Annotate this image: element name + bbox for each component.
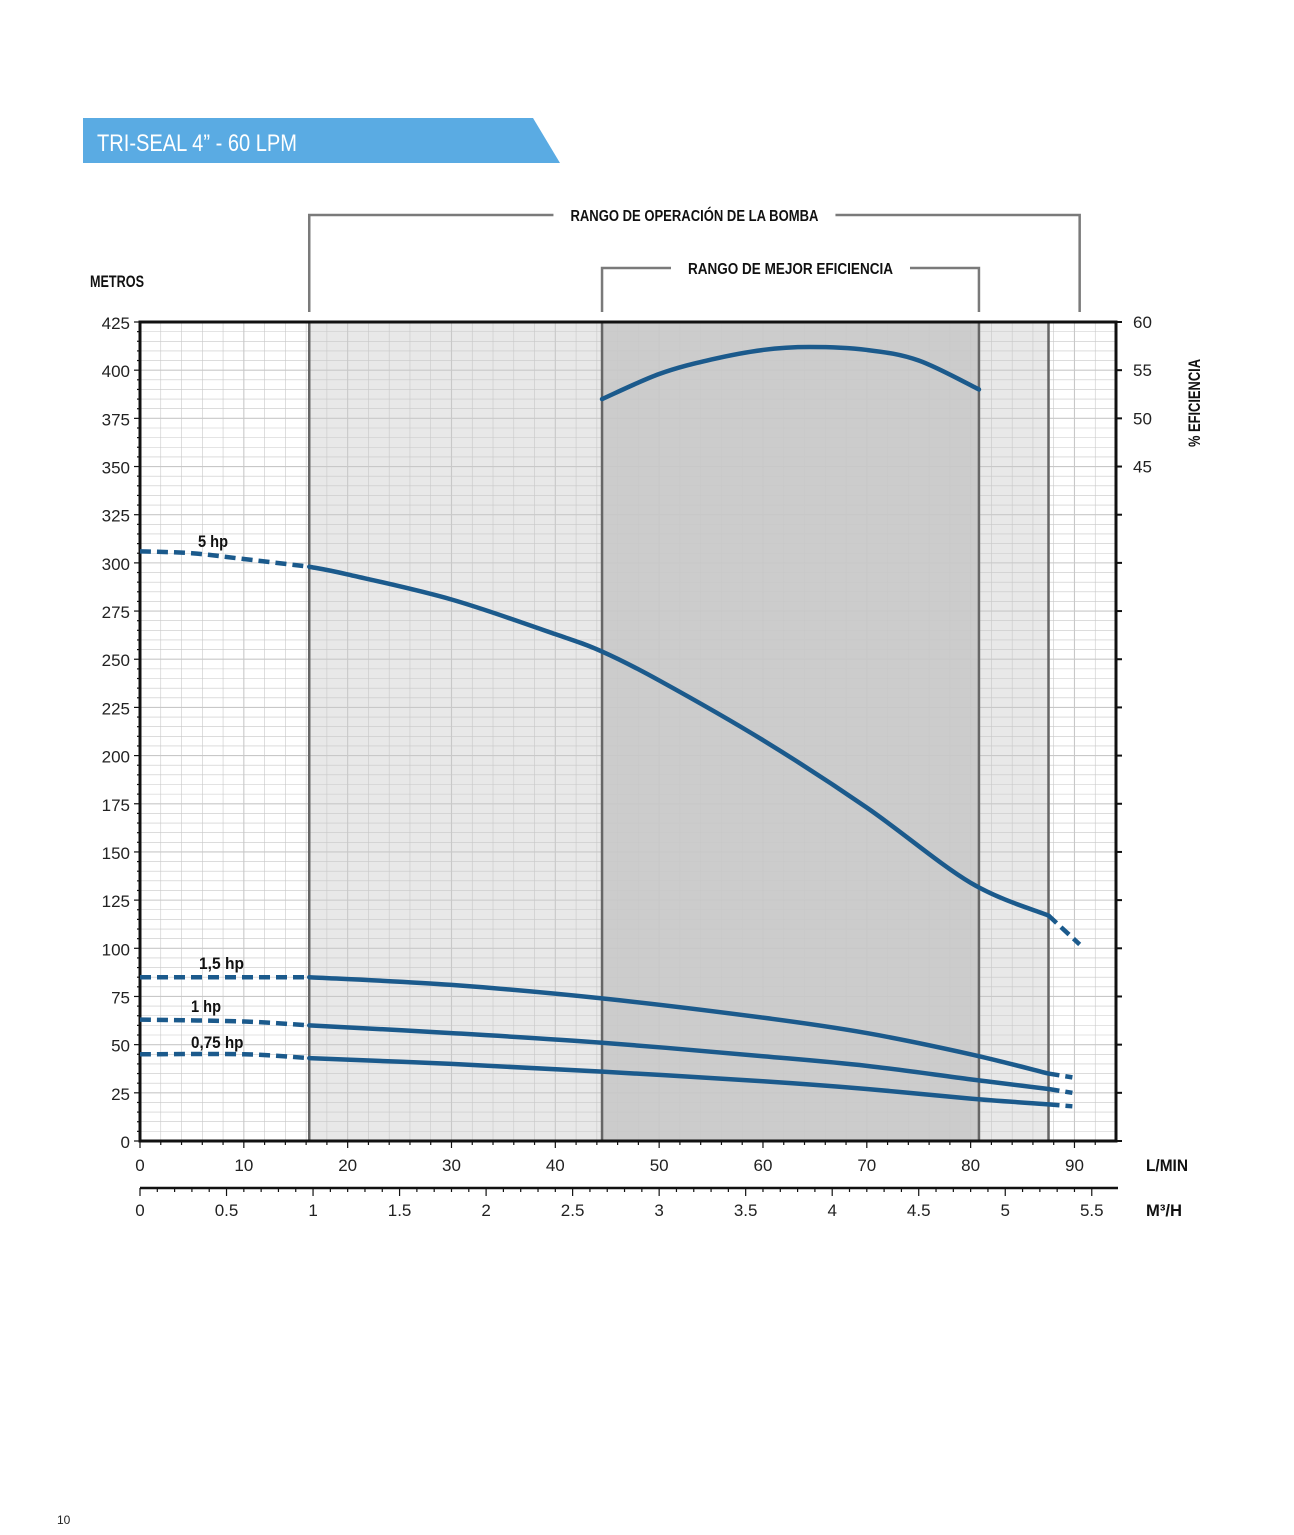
series-1-5-hp-label: 1,5 hp [199, 954, 244, 973]
operation-range-bracket-left [307, 213, 554, 312]
x2-tick-label: 3.5 [734, 1201, 758, 1220]
x2-axis-title: M³/H [1146, 1201, 1182, 1220]
x2-tick-label: 1.5 [388, 1201, 412, 1220]
y-tick-label: 400 [102, 362, 130, 381]
x-tick-label: 40 [546, 1156, 565, 1175]
x2-tick-label: 0 [135, 1201, 144, 1220]
x2-tick-label: 5 [1001, 1201, 1010, 1220]
x-tick-label: 20 [338, 1156, 357, 1175]
best-efficiency-range-bracket-right [909, 266, 981, 312]
x-tick-label: 10 [234, 1156, 253, 1175]
series-0-75-hp-extrapolated-right [1048, 1102, 1073, 1109]
x2-tick-label: 0.5 [215, 1201, 239, 1220]
best-efficiency-range-bracket-left [600, 266, 671, 312]
y-tick-label: 25 [111, 1085, 130, 1104]
series-5-hp-label: 5 hp [198, 532, 228, 551]
y2-tick-label: 60 [1133, 313, 1152, 332]
series-0-75-hp-label: 0,75 hp [191, 1033, 244, 1052]
y-tick-label: 200 [102, 748, 130, 767]
page-title: TRI-SEAL 4” - 60 LPM [97, 130, 297, 157]
x2-tick-label: 1 [308, 1201, 317, 1220]
plot-frame [138, 320, 1118, 1143]
y-tick-label: 275 [102, 603, 130, 622]
series-0-75-hp-line [306, 1055, 1051, 1107]
series-1-hp-line [306, 1023, 1051, 1092]
y-tick-label: 300 [102, 555, 130, 574]
x2-tick-label: 5.5 [1080, 1201, 1104, 1220]
y-tick-label: 100 [102, 940, 130, 959]
y-tick-label: 50 [111, 1037, 130, 1056]
x-axis-title: L/MIN [1146, 1156, 1188, 1175]
y-tick-label: 150 [102, 844, 130, 863]
y-tick-label: 0 [121, 1133, 130, 1152]
y-tick-label: 375 [102, 410, 130, 429]
y-tick-label: 125 [102, 892, 130, 911]
y2-axis-title: % EFICIENCIA [1185, 359, 1204, 447]
y-tick-label: 75 [111, 988, 130, 1007]
title-banner-shape [83, 118, 560, 163]
x-tick-label: 50 [650, 1156, 669, 1175]
y-tick-label: 425 [102, 314, 130, 333]
y-tick-label: 175 [102, 796, 130, 815]
page-number: 10 [57, 1513, 71, 1527]
x2-tick-label: 2.5 [561, 1201, 585, 1220]
best-efficiency-range-label: RANGO DE MEJOR EFICIENCIA [688, 261, 893, 278]
series-1-5-hp-line [306, 974, 1051, 1076]
y-axis-title: METROS [90, 272, 144, 291]
x-tick-label: 70 [857, 1156, 876, 1175]
series-1-hp-extrapolated-left [139, 1017, 310, 1028]
y-tick-label: 250 [102, 651, 130, 670]
series-efficiency-line [599, 344, 982, 402]
y2-tick-label: 45 [1133, 458, 1152, 477]
x2-tick-label: 3 [654, 1201, 663, 1220]
y-tick-label: 350 [102, 459, 130, 478]
y2-tick-label: 50 [1133, 409, 1152, 428]
x2-tick-label: 2 [481, 1201, 490, 1220]
x2-tick-label: 4 [827, 1201, 836, 1220]
x-tick-label: 80 [961, 1156, 980, 1175]
y-tick-label: 225 [102, 699, 130, 718]
x-tick-label: 60 [754, 1156, 773, 1175]
series-0-75-hp-extrapolated-left [139, 1051, 310, 1061]
series-5-hp-line [306, 564, 1051, 918]
y2-tick-label: 55 [1133, 361, 1152, 380]
operation-range-label: RANGO DE OPERACIÓN DE LA BOMBA [570, 206, 818, 225]
x-tick-label: 30 [442, 1156, 461, 1175]
x-tick-label: 90 [1065, 1156, 1084, 1175]
x2-tick-label: 4.5 [907, 1201, 931, 1220]
y-tick-label: 325 [102, 507, 130, 526]
series-5-hp-extrapolated-left [139, 549, 310, 569]
operation-range-bracket-right [835, 213, 1081, 312]
best-efficiency-band [602, 322, 979, 1141]
series-1-hp-label: 1 hp [191, 997, 221, 1016]
series-1-5-hp-extrapolated-right [1048, 1071, 1073, 1080]
x-tick-label: 0 [135, 1156, 144, 1175]
series-5-hp-extrapolated-right [1046, 913, 1082, 947]
series-1-hp-extrapolated-right [1048, 1086, 1073, 1096]
